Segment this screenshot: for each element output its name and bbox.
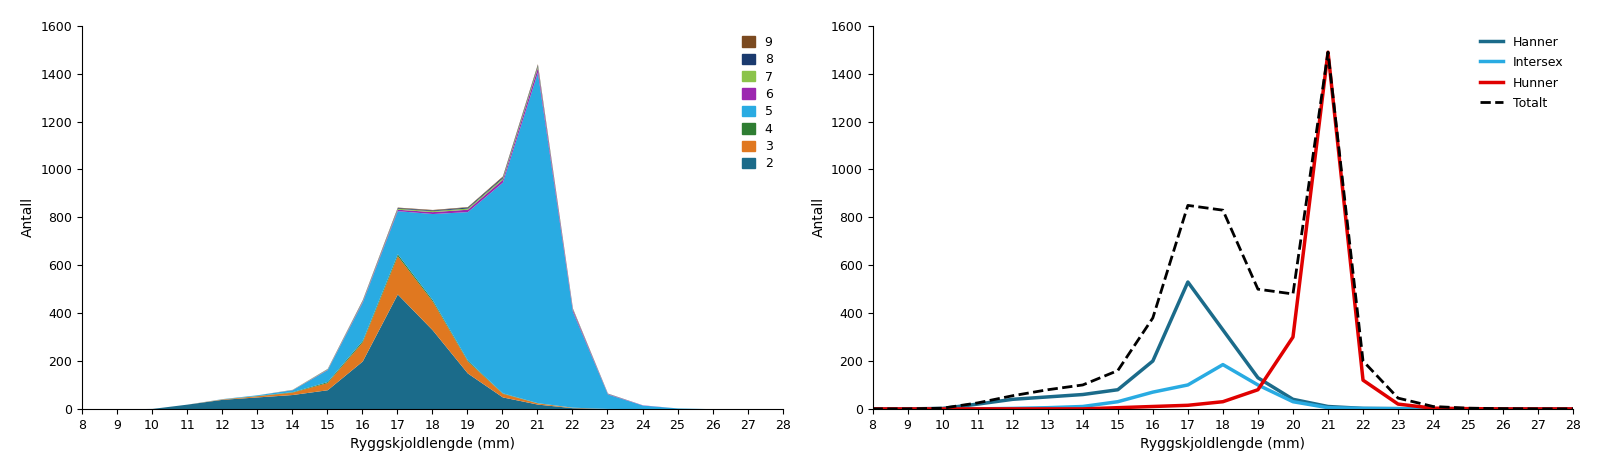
Hanner (1389, 406, 1408, 412)
Intersex (1564, 406, 1583, 412)
X-axis label: Ryggskjoldlengde (mm): Ryggskjoldlengde (mm) (1141, 437, 1306, 451)
Y-axis label: Antall: Antall (21, 197, 35, 237)
Totalt (1318, 50, 1338, 55)
Hunner (863, 406, 883, 412)
Totalt (1213, 207, 1232, 213)
Intersex (1213, 362, 1232, 367)
Line: Hunner: Hunner (873, 52, 1573, 409)
Intersex (1177, 382, 1197, 388)
Hanner (1144, 358, 1163, 364)
Totalt (932, 405, 952, 411)
Intersex (1493, 406, 1512, 412)
Intersex (1038, 405, 1057, 411)
Intersex (1283, 399, 1302, 405)
Totalt (1038, 387, 1057, 393)
Hanner (1493, 406, 1512, 412)
Intersex (899, 406, 918, 412)
Hunner (1493, 406, 1512, 412)
Line: Intersex: Intersex (873, 364, 1573, 409)
Hunner (1073, 406, 1093, 412)
Hanner (1073, 392, 1093, 397)
Hanner (968, 401, 987, 407)
Intersex (1073, 404, 1093, 409)
Hunner (899, 406, 918, 412)
Totalt (1564, 406, 1583, 412)
Hanner (1318, 404, 1338, 409)
Hanner (1283, 396, 1302, 402)
Hanner (1248, 375, 1267, 380)
Intersex (863, 406, 883, 412)
Totalt (899, 406, 918, 412)
Intersex (1389, 406, 1408, 412)
Intersex (1248, 382, 1267, 388)
Intersex (968, 406, 987, 412)
Totalt (1073, 382, 1093, 388)
Legend: Hanner, Intersex, Hunner, Totalt: Hanner, Intersex, Hunner, Totalt (1477, 32, 1567, 114)
Line: Totalt: Totalt (873, 52, 1573, 409)
Hunner (1038, 406, 1057, 412)
Intersex (1458, 406, 1477, 412)
Hunner (1144, 404, 1163, 409)
Hanner (1528, 406, 1548, 412)
Hanner (932, 405, 952, 411)
Hanner (1458, 406, 1477, 412)
Y-axis label: Antall: Antall (812, 197, 825, 237)
Hanner (1213, 327, 1232, 333)
Intersex (932, 406, 952, 412)
Totalt (1144, 315, 1163, 321)
Totalt (968, 400, 987, 406)
Line: Hanner: Hanner (873, 282, 1573, 409)
Hanner (1424, 406, 1443, 412)
Hunner (1109, 405, 1128, 411)
Totalt (1493, 406, 1512, 412)
Hunner (932, 406, 952, 412)
Hanner (1038, 394, 1057, 400)
Totalt (1354, 358, 1373, 364)
Legend: 9, 8, 7, 6, 5, 4, 3, 2: 9, 8, 7, 6, 5, 4, 3, 2 (739, 32, 777, 174)
Hanner (1177, 279, 1197, 285)
Totalt (1389, 395, 1408, 401)
Hanner (1354, 405, 1373, 411)
Hunner (1564, 406, 1583, 412)
Hunner (1318, 50, 1338, 55)
Totalt (863, 406, 883, 412)
Totalt (1248, 287, 1267, 292)
Hunner (1248, 387, 1267, 393)
Totalt (1177, 202, 1197, 208)
Hunner (1213, 399, 1232, 405)
Intersex (1354, 405, 1373, 411)
Totalt (1458, 405, 1477, 411)
Totalt (1109, 368, 1128, 373)
Intersex (1424, 406, 1443, 412)
Intersex (1003, 405, 1022, 411)
Hunner (1528, 406, 1548, 412)
Hunner (1177, 403, 1197, 408)
Hunner (1424, 405, 1443, 411)
Hunner (1389, 401, 1408, 407)
Intersex (1144, 389, 1163, 395)
Totalt (1424, 404, 1443, 409)
Hunner (1003, 406, 1022, 412)
Hunner (968, 406, 987, 412)
Intersex (1318, 405, 1338, 411)
Totalt (1283, 291, 1302, 297)
X-axis label: Ryggskjoldlengde (mm): Ryggskjoldlengde (mm) (349, 437, 514, 451)
Totalt (1528, 406, 1548, 412)
Hanner (1109, 387, 1128, 393)
Hanner (1564, 406, 1583, 412)
Hunner (1458, 406, 1477, 412)
Totalt (1003, 393, 1022, 398)
Hunner (1283, 334, 1302, 340)
Intersex (1109, 399, 1128, 405)
Intersex (1528, 406, 1548, 412)
Hunner (1354, 377, 1373, 383)
Hanner (1003, 396, 1022, 402)
Hanner (863, 406, 883, 412)
Hanner (899, 406, 918, 412)
